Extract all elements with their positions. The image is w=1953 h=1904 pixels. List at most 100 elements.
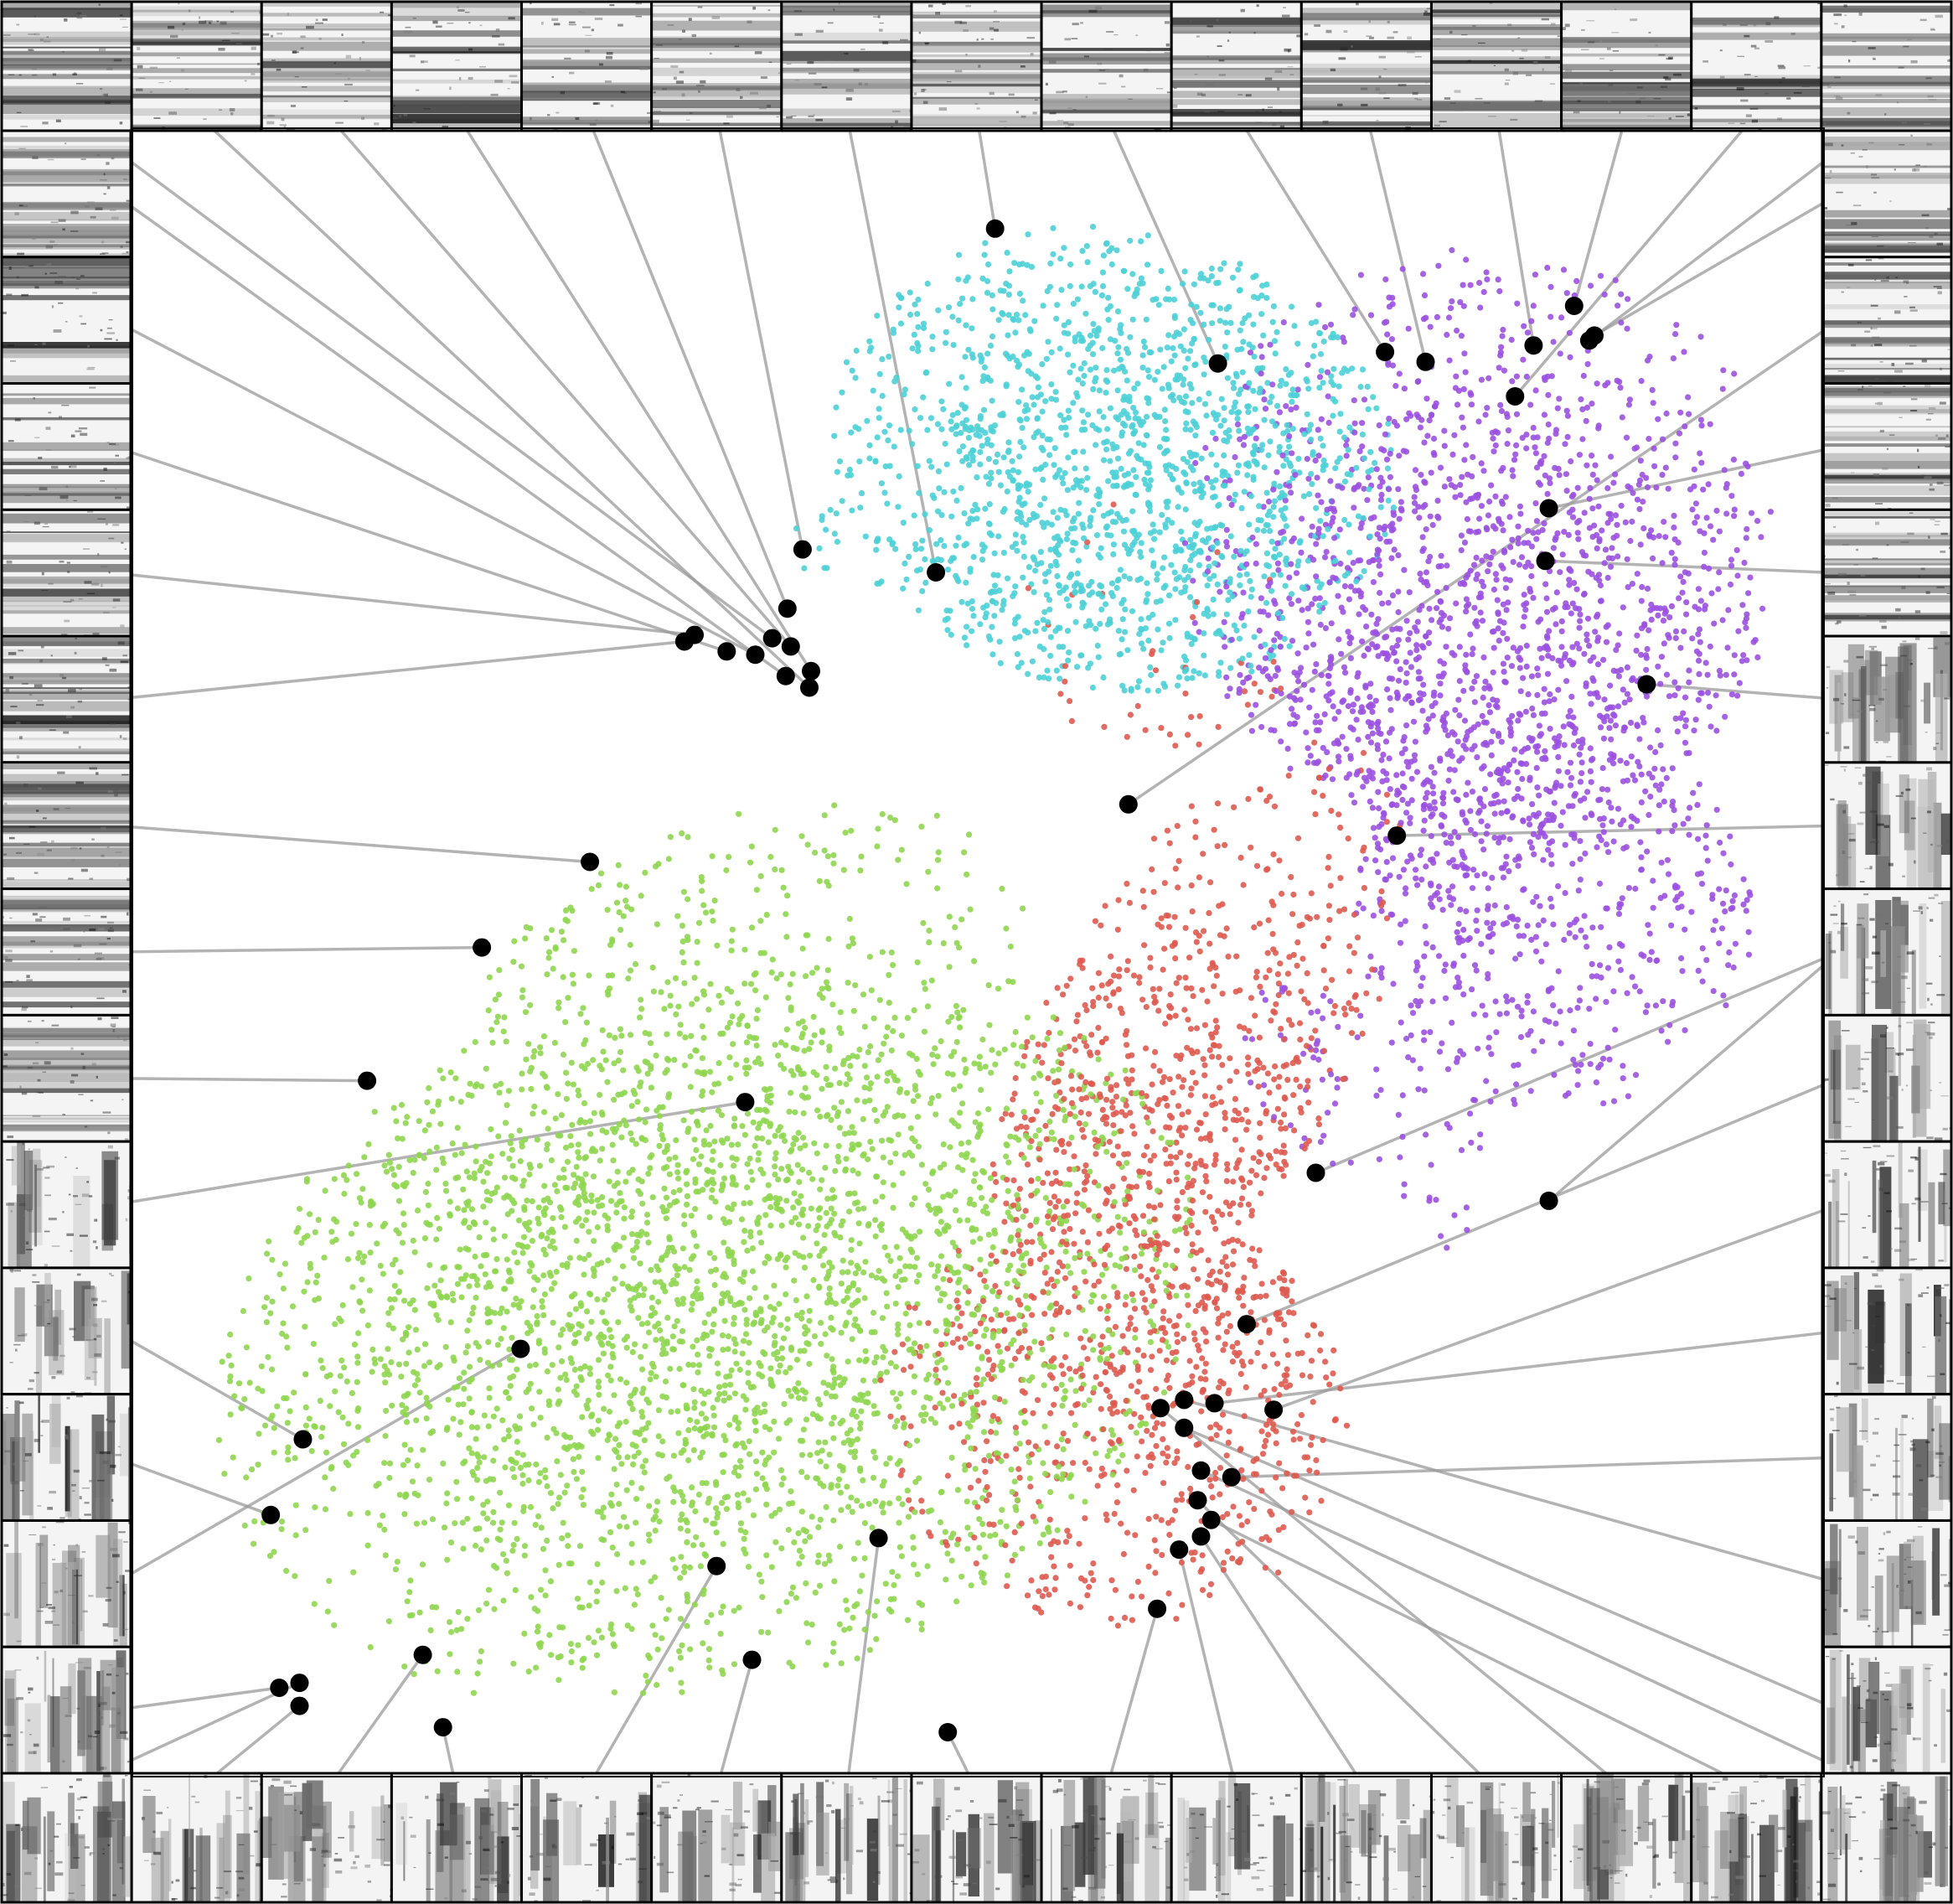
scatter-point-cyan	[928, 463, 935, 470]
scatter-point-red	[1173, 980, 1180, 986]
scatter-point-cyan	[1306, 491, 1313, 498]
scatter-point-purple	[1367, 312, 1375, 318]
scatter-point-green	[491, 1606, 498, 1612]
scatter-point-green	[421, 1235, 428, 1242]
scatter-point-red	[1183, 1230, 1190, 1237]
scatter-point-green	[598, 1634, 606, 1641]
scatter-point-cyan	[1198, 455, 1205, 462]
scatter-point-green	[424, 1099, 431, 1105]
scatter-point-purple	[1677, 573, 1684, 580]
scatter-point-red	[986, 1492, 993, 1498]
scatter-point-red	[1129, 1617, 1135, 1623]
scatter-point-green	[858, 1503, 865, 1509]
scatter-point-cyan	[1124, 349, 1132, 356]
scatter-point-cyan	[1032, 628, 1039, 634]
scatter-point-green	[803, 1528, 809, 1534]
scatter-point-green	[780, 1475, 787, 1482]
scatter-point-cyan	[1037, 391, 1044, 398]
scatter-point-red	[1077, 1109, 1084, 1116]
scatter-point-green	[638, 1321, 645, 1327]
scatter-point-purple	[1462, 369, 1469, 375]
scatter-point-purple	[1692, 520, 1698, 526]
scatter-point-red	[1036, 1588, 1042, 1595]
scatter-point-purple	[1353, 771, 1360, 778]
scatter-point-green	[883, 1033, 890, 1040]
scatter-point-purple	[1583, 680, 1589, 687]
scatter-point-purple	[1464, 515, 1470, 523]
scatter-point-purple	[1258, 343, 1264, 349]
scatter-point-purple	[1475, 721, 1481, 727]
scatter-point-green	[911, 1340, 918, 1347]
scatter-point-green	[284, 1344, 291, 1351]
scatter-point-cyan	[1120, 408, 1128, 415]
scatter-point-green	[466, 1445, 473, 1451]
scatter-point-purple	[1704, 690, 1712, 696]
scatter-point-red	[1021, 1114, 1028, 1121]
scatter-point-purple	[1710, 536, 1717, 543]
scatter-point-cyan	[1165, 332, 1172, 339]
scatter-point-red	[1082, 1459, 1088, 1467]
scatter-point-cyan	[1075, 510, 1082, 517]
scatter-point-green	[695, 1369, 701, 1376]
scatter-point-green	[838, 1660, 845, 1667]
scatter-point-green	[308, 1447, 315, 1455]
scatter-point-cyan	[1004, 250, 1010, 256]
scatter-point-cyan	[1087, 282, 1093, 290]
scatter-point-red	[1068, 1099, 1075, 1106]
scatter-point-green	[558, 1213, 565, 1220]
scatter-point-green	[361, 1253, 368, 1260]
scatter-point-purple	[1339, 699, 1346, 706]
scatter-point-red	[1345, 836, 1351, 842]
scatter-point-purple	[1745, 951, 1752, 958]
scatter-point-green	[883, 1368, 890, 1375]
scatter-point-green	[819, 1039, 825, 1046]
scatter-point-red	[1108, 1615, 1114, 1622]
scatter-point-purple	[1577, 856, 1584, 862]
scatter-point-green	[719, 1667, 726, 1674]
scatter-point-green	[226, 1378, 234, 1384]
scatter-point-green	[480, 1178, 487, 1185]
scatter-point-green	[606, 1178, 612, 1185]
scatter-point-red	[1280, 1172, 1287, 1179]
scatter-point-purple	[1513, 442, 1520, 449]
scatter-point-purple	[1562, 441, 1568, 448]
scatter-point-green	[403, 1419, 411, 1425]
scatter-point-cyan	[1119, 682, 1126, 689]
scatter-point-green	[848, 1494, 855, 1501]
scatter-point-purple	[1492, 1088, 1499, 1094]
scatter-point-green	[744, 1247, 751, 1255]
scatter-point-purple	[1490, 727, 1496, 735]
scatter-point-purple	[1530, 898, 1537, 905]
scatter-point-green	[800, 1110, 807, 1117]
scatter-point-purple	[1698, 422, 1705, 429]
scatter-point-cyan	[1201, 652, 1207, 659]
scatter-point-cyan	[1141, 344, 1149, 350]
scatter-point-red	[939, 1389, 946, 1396]
scatter-point-cyan	[1047, 562, 1054, 569]
scatter-point-green	[654, 1682, 660, 1689]
scatter-point-purple	[1652, 782, 1659, 789]
scatter-point-green	[778, 1222, 785, 1229]
scatter-point-purple	[1515, 717, 1522, 724]
scatter-point-cyan	[1304, 411, 1310, 417]
scatter-point-purple	[1391, 649, 1398, 656]
scatter-point-green	[836, 1125, 844, 1131]
scatter-point-green	[505, 1427, 512, 1434]
scatter-point-purple	[1403, 618, 1410, 624]
scatter-point-cyan	[1289, 398, 1295, 406]
scatter-point-green	[404, 1114, 411, 1120]
scatter-point-green	[960, 1006, 967, 1013]
scatter-point-purple	[1419, 547, 1426, 555]
scatter-point-purple	[1485, 512, 1492, 519]
scatter-point-cyan	[989, 397, 995, 404]
scatter-point-cyan	[917, 415, 924, 422]
scatter-point-red	[1129, 1593, 1135, 1600]
scatter-point-green	[366, 1287, 373, 1294]
scatter-point-red	[1191, 1336, 1198, 1343]
scatter-point-cyan	[1182, 365, 1189, 371]
scatter-point-green	[757, 1229, 763, 1236]
scatter-point-red	[1330, 1370, 1336, 1377]
scatter-point-green	[967, 1196, 974, 1203]
scatter-point-green	[548, 927, 555, 934]
scatter-point-green	[967, 1331, 974, 1337]
